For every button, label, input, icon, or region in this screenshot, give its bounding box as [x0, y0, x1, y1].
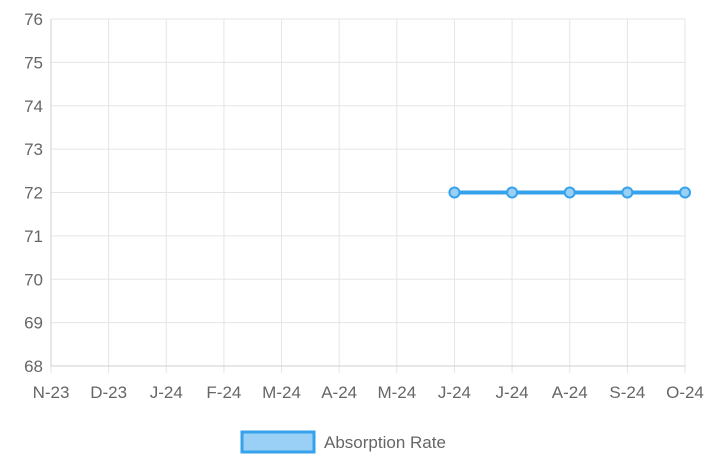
x-tick-label: S-24 — [609, 383, 645, 402]
x-tick-label: J-24 — [496, 383, 529, 402]
legend-swatch[interactable] — [240, 430, 316, 454]
series-layer — [448, 186, 691, 199]
y-tick-label: 76 — [24, 10, 43, 29]
x-tick-label: J-24 — [150, 383, 183, 402]
x-tick-label: N-23 — [33, 383, 70, 402]
x-tick-label: O-24 — [666, 383, 704, 402]
y-tick-label: 74 — [24, 97, 43, 116]
data-point[interactable] — [563, 186, 576, 199]
data-point[interactable] — [679, 186, 691, 199]
x-axis-tick-labels: N-23 D-23 J-24 F-24 M-24 A-24 M-24 J-24 J-24 A-24… — [33, 383, 704, 402]
data-point[interactable] — [621, 186, 634, 199]
y-tick-label: 75 — [24, 53, 43, 72]
x-tick-label: A-24 — [321, 383, 357, 402]
data-point[interactable] — [506, 186, 519, 199]
legend-label[interactable]: Absorption Rate — [324, 433, 446, 452]
series-absorption-rate — [448, 186, 691, 199]
axis-layer — [50, 19, 685, 367]
x-tick-label: F-24 — [206, 383, 241, 402]
data-point[interactable] — [448, 186, 461, 199]
y-tick-label: 72 — [24, 184, 43, 203]
y-tick-label: 69 — [24, 314, 43, 333]
grid-layer — [50, 18, 686, 373]
y-tick-label: 71 — [24, 227, 43, 246]
legend[interactable]: Absorption Rate — [240, 430, 446, 454]
x-tick-label: M-24 — [377, 383, 416, 402]
y-axis-tick-labels: 68 69 70 71 72 73 74 75 76 — [24, 10, 43, 376]
x-tick-label: J-24 — [438, 383, 471, 402]
x-tick-label: M-24 — [262, 383, 301, 402]
y-tick-label: 73 — [24, 140, 43, 159]
x-tick-label: D-23 — [90, 383, 127, 402]
x-tick-label: A-24 — [552, 383, 588, 402]
y-tick-label: 70 — [24, 270, 43, 289]
y-tick-label: 68 — [24, 357, 43, 376]
